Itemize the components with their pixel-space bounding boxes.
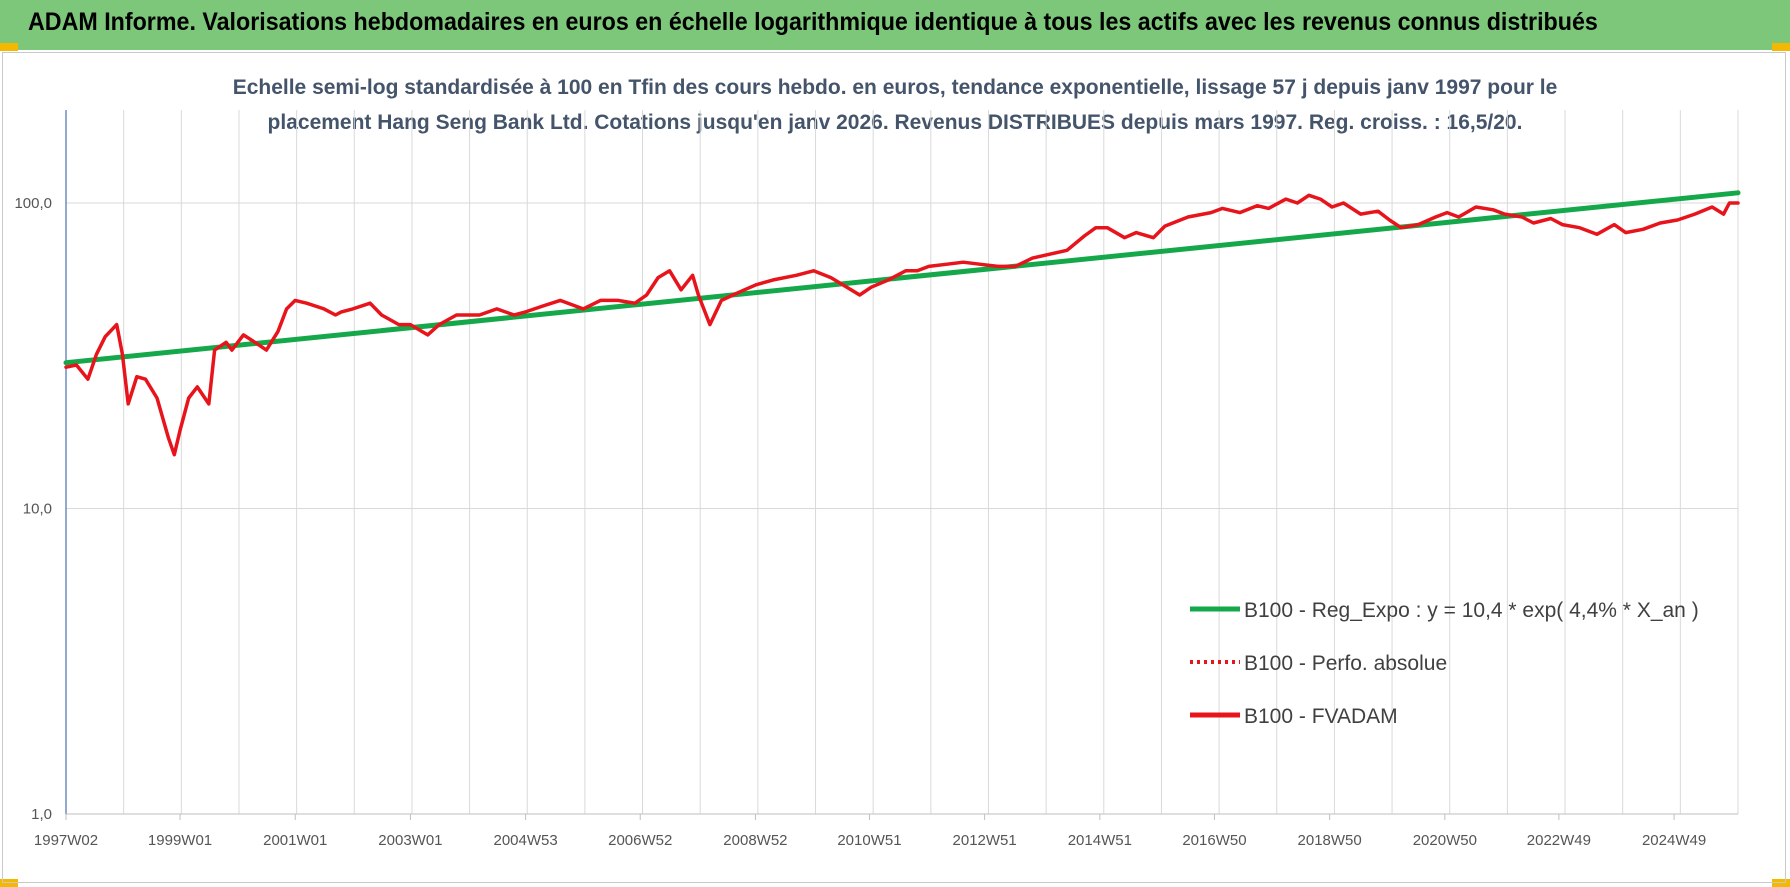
x-tick-label: 2018W50 [1298, 832, 1362, 849]
x-tick-label: 2008W52 [723, 832, 787, 849]
x-tick-label: 2003W01 [378, 832, 442, 849]
grid-layer [66, 110, 1739, 815]
y-tick-label: 10,0 [23, 501, 52, 518]
corner-mark-left [0, 43, 18, 51]
x-tick-label: 1997W02 [34, 832, 98, 849]
series-layer [63, 190, 1741, 457]
legend: B100 - Reg_Expo : y = 10,4 * exp( 4,4% *… [1190, 599, 1699, 728]
y-tick-label: 1,0 [31, 806, 52, 823]
legend-label-1: B100 - Reg_Expo : y = 10,4 * exp( 4,4% *… [1244, 599, 1699, 622]
corner-mark-right [1772, 43, 1790, 51]
x-tick-label: 2016W50 [1182, 832, 1246, 849]
x-tick-label: 2020W50 [1413, 832, 1477, 849]
x-tick-label: 2004W53 [494, 832, 558, 849]
header-banner: ADAM Informe. Valorisations hebdomadaire… [0, 0, 1790, 50]
legend-label-3: B100 - FVADAM [1244, 705, 1398, 728]
x-tick-label: 2012W51 [953, 832, 1017, 849]
x-tick-label: 2001W01 [263, 832, 327, 849]
report-title: ADAM Informe. Valorisations hebdomadaire… [28, 8, 1598, 36]
legend-label-2: B100 - Perfo. absolue [1244, 652, 1447, 675]
corner-mark-bottom-left [0, 879, 18, 887]
regression-line [63, 190, 1741, 366]
y-tick-label: 100,0 [14, 195, 52, 212]
chart-frame [2, 52, 1786, 883]
x-tick-label: 2024W49 [1642, 832, 1706, 849]
chart-title-line-2: placement Hang Seng Bank Ltd. Cotations … [267, 111, 1523, 134]
chart-title-line-1: Echelle semi-log standardisée à 100 en T… [232, 76, 1558, 99]
x-tick-label: 1999W01 [148, 832, 212, 849]
x-tick-label: 2010W51 [837, 832, 901, 849]
axis-layer: 1,0 10,0 100,0 1997W02 1999W01 2001W01 2003W01… [14, 110, 1738, 849]
x-tick-label: 2006W52 [608, 832, 672, 849]
x-tick-label: 2014W51 [1068, 832, 1132, 849]
fvadam-line [64, 193, 1740, 457]
x-tick-label: 2022W49 [1527, 832, 1591, 849]
corner-mark-bottom-right [1772, 879, 1790, 887]
